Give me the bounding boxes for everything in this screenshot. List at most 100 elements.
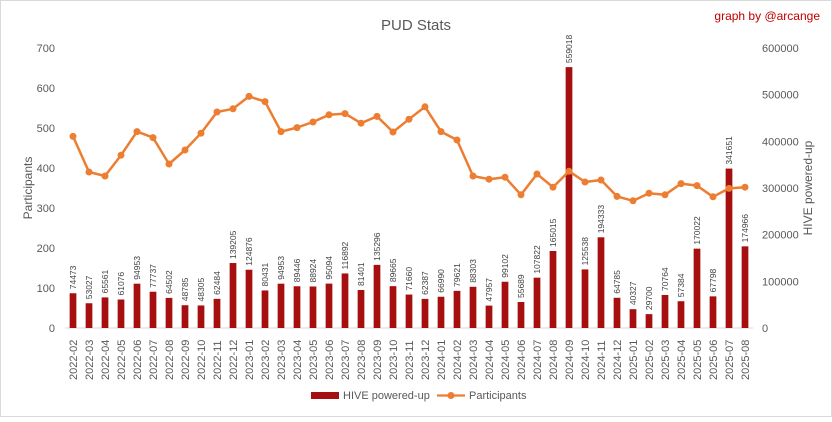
bar-data-label: 62484	[212, 271, 222, 295]
x-tick-label: 2024-05	[500, 340, 512, 380]
x-tick-label: 2025-06	[708, 340, 720, 380]
bar-data-label: 89446	[292, 258, 302, 282]
bar-data-label: 99102	[500, 254, 510, 278]
bar-data-labels: 74473 53027 65561 61076 94953 77737 64502 48785…	[68, 34, 750, 310]
line-point	[725, 184, 733, 192]
x-tick-label: 2022-03	[84, 340, 96, 380]
line-point	[693, 182, 701, 190]
bar-data-label: 55689	[516, 274, 526, 298]
bar-data-label: 74473	[68, 265, 78, 289]
bar-data-label: 66990	[436, 269, 446, 293]
bar	[565, 67, 573, 328]
bar	[677, 301, 685, 328]
bar	[341, 273, 349, 328]
bar	[517, 302, 525, 328]
x-tick-label: 2023-10	[388, 340, 400, 380]
y-axis-left-title: Participants	[21, 157, 35, 220]
x-tick-label: 2022-11	[212, 340, 224, 380]
bar-data-label: 88924	[308, 259, 318, 283]
bar	[709, 296, 717, 328]
line-point	[309, 118, 317, 126]
x-tick-label: 2024-12	[612, 340, 624, 380]
x-tick-label: 2022-12	[228, 340, 240, 380]
y-tick-right-label: 200000	[762, 230, 799, 242]
x-tick-label: 2022-05	[116, 340, 128, 380]
bar-data-label: 139205	[228, 230, 238, 259]
bar	[165, 297, 173, 328]
line-point	[101, 172, 109, 180]
bar	[229, 263, 237, 328]
x-tick-label: 2024-02	[452, 340, 464, 380]
line-point	[325, 111, 333, 119]
line-point	[645, 189, 653, 197]
bar-data-label: 40327	[628, 281, 638, 305]
x-tick-label: 2025-03	[660, 340, 672, 380]
x-tick-label: 2024-01	[436, 340, 448, 380]
bar	[485, 305, 493, 328]
y-tick-left-label: 0	[49, 323, 55, 335]
bar	[693, 248, 701, 328]
y-tick-right-label: 100000	[762, 276, 799, 288]
bar	[389, 286, 397, 328]
x-tick-label: 2023-06	[324, 340, 336, 380]
x-tick-label: 2022-08	[164, 340, 176, 380]
x-tick-label: 2023-12	[420, 340, 432, 380]
line-point	[213, 108, 221, 116]
bar	[181, 305, 189, 328]
x-tick-label: 2023-11	[404, 340, 416, 380]
line-point	[421, 103, 429, 111]
bar-data-label: 174966	[740, 214, 750, 243]
bar-data-label: 77737	[148, 264, 158, 288]
bar	[325, 283, 333, 328]
bar-data-label: 79621	[452, 263, 462, 287]
legend-swatch-marker	[447, 392, 455, 399]
line-point	[341, 110, 349, 118]
bar-data-label: 94953	[132, 256, 142, 280]
x-tick-label: 2022-04	[100, 340, 112, 380]
bar-data-label: 64502	[164, 270, 174, 294]
bar-data-label: 194333	[596, 205, 606, 234]
x-tick-label: 2023-03	[276, 340, 288, 380]
y-ticks-left: 0 100 200 300 400 500 600 700	[37, 43, 55, 335]
x-tick-label: 2025-08	[740, 340, 752, 380]
x-tick-label: 2025-02	[644, 340, 656, 380]
bar	[645, 314, 653, 328]
line-point	[661, 191, 669, 199]
legend-swatch-bar	[311, 392, 339, 399]
bar-data-label: 88303	[468, 259, 478, 283]
line-point	[453, 136, 461, 144]
bar-data-label: 62387	[420, 271, 430, 295]
bar-data-label: 135296	[372, 232, 382, 261]
bar	[261, 290, 269, 328]
legend-label-line: Participants	[469, 390, 527, 402]
line-point	[597, 176, 605, 184]
line-point	[85, 168, 93, 176]
bar-series	[69, 67, 749, 328]
line-point	[389, 128, 397, 136]
bar	[149, 291, 157, 328]
bar	[117, 299, 125, 328]
bar	[549, 250, 557, 328]
bar	[197, 305, 205, 328]
x-ticks: 2022-02 2022-03 2022-04 2022-05 2022-06 2022-…	[68, 340, 752, 380]
y-axis-right-title: HIVE powered-up	[801, 140, 815, 235]
line-point	[565, 167, 573, 175]
x-tick-label: 2023-04	[292, 340, 304, 380]
line-point	[277, 128, 285, 136]
y-tick-right-label: 400000	[762, 136, 799, 148]
x-tick-label: 2022-02	[68, 340, 80, 380]
x-tick-label: 2022-07	[148, 340, 160, 380]
bar-data-label: 47957	[484, 278, 494, 302]
bar-data-label: 65561	[100, 269, 110, 293]
line-point	[613, 192, 621, 200]
bar	[661, 294, 669, 328]
x-tick-label: 2023-07	[340, 340, 352, 380]
bar	[741, 246, 749, 328]
line-point	[117, 151, 125, 159]
bar-data-label: 165015	[548, 218, 558, 247]
bar	[309, 286, 317, 328]
bar-data-label: 559018	[564, 34, 574, 63]
x-tick-label: 2023-02	[260, 340, 272, 380]
x-tick-label: 2024-10	[580, 340, 592, 380]
